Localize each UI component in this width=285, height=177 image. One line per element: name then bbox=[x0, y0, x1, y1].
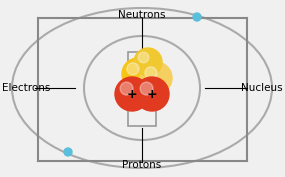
Circle shape bbox=[115, 77, 149, 111]
Circle shape bbox=[140, 82, 153, 95]
Text: Nucleus: Nucleus bbox=[241, 83, 283, 93]
Circle shape bbox=[127, 63, 139, 75]
Circle shape bbox=[135, 77, 169, 111]
Circle shape bbox=[145, 67, 157, 79]
Text: Neutrons: Neutrons bbox=[118, 10, 166, 20]
Circle shape bbox=[140, 62, 172, 94]
Circle shape bbox=[193, 13, 201, 21]
Text: Electrons: Electrons bbox=[2, 83, 50, 93]
Circle shape bbox=[138, 52, 149, 63]
Circle shape bbox=[120, 82, 133, 95]
Text: +: + bbox=[127, 87, 137, 101]
Text: Protons: Protons bbox=[122, 160, 162, 170]
Bar bbox=[128, 52, 156, 126]
Text: +: + bbox=[147, 87, 157, 101]
Circle shape bbox=[122, 58, 154, 90]
Circle shape bbox=[64, 148, 72, 156]
Circle shape bbox=[134, 48, 162, 76]
